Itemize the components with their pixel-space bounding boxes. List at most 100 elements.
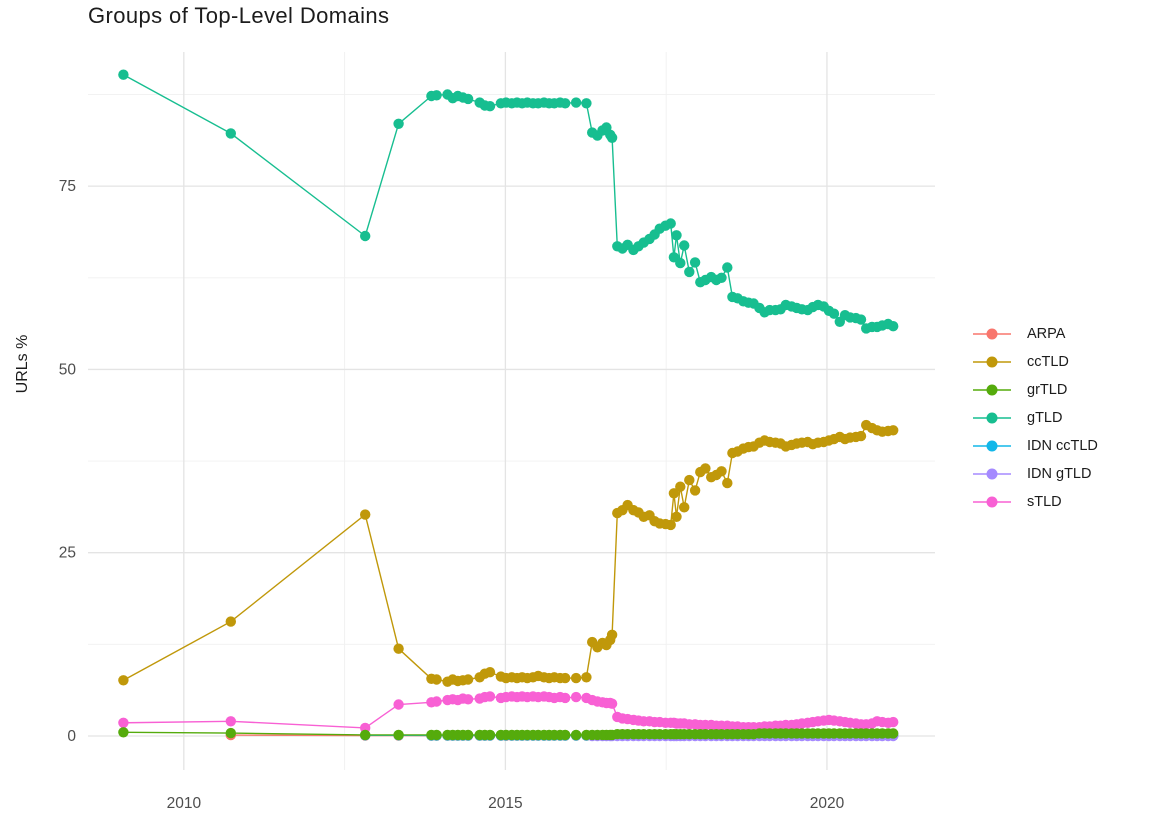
- data-point: [431, 674, 442, 685]
- series-line-gtld: [123, 74, 894, 330]
- data-point: [462, 674, 474, 685]
- data-point: [484, 667, 496, 678]
- data-point: [684, 474, 695, 486]
- data-point: [855, 430, 867, 442]
- data-point: [484, 691, 496, 702]
- y-tick-label: 75: [59, 178, 76, 195]
- legend-item-label: IDN ccTLD: [1027, 438, 1098, 454]
- data-point: [560, 692, 571, 704]
- data-point: [484, 729, 496, 741]
- x-tick-label: 2020: [810, 795, 845, 812]
- data-point: [888, 716, 899, 728]
- data-point: [570, 672, 582, 684]
- data-point: [560, 729, 571, 741]
- data-point: [360, 509, 371, 520]
- data-point: [679, 240, 690, 251]
- legend-item-label: sTLD: [1027, 494, 1062, 510]
- legend-key-idn-gtld-icon: [973, 468, 1011, 480]
- data-point: [118, 717, 129, 728]
- data-point: [560, 672, 571, 684]
- legend-key-gtld-icon: [973, 412, 1011, 424]
- data-point: [581, 98, 592, 109]
- chart-title: Groups of Top-Level Domains: [88, 3, 390, 28]
- axis-tick-labels: 0 25 50 75 2010 2015 2020: [59, 178, 845, 812]
- legend-item-gtld: gTLD: [972, 404, 1098, 432]
- data-point: [431, 696, 442, 707]
- legend-item-idn-cctld: IDN ccTLD: [972, 432, 1098, 460]
- legend-item-label: ccTLD: [1027, 354, 1069, 370]
- data-point: [431, 90, 442, 101]
- data-point: [722, 477, 733, 489]
- data-point: [484, 101, 496, 112]
- data-point: [722, 262, 733, 273]
- legend-item-label: ARPA: [1027, 326, 1066, 342]
- data-point: [462, 93, 474, 105]
- data-point: [606, 698, 618, 709]
- data-point: [118, 727, 129, 738]
- data-point: [560, 98, 571, 109]
- x-tick-label: 2015: [488, 795, 522, 812]
- data-point: [888, 425, 899, 436]
- legend-item-label: gTLD: [1027, 410, 1063, 426]
- y-tick-label: 0: [67, 728, 76, 745]
- data-point: [570, 691, 582, 703]
- data-point: [462, 694, 474, 705]
- data-point: [828, 308, 840, 319]
- data-point: [462, 729, 474, 741]
- series-line-cctld: [123, 424, 894, 683]
- data-point: [393, 699, 404, 710]
- data-point: [888, 321, 899, 332]
- data-point: [581, 672, 592, 683]
- gridlines: [88, 52, 935, 770]
- series-gtld: [118, 69, 899, 334]
- data-point: [431, 729, 442, 741]
- series-grtld: [118, 727, 899, 741]
- legend-item-stld: sTLD: [972, 488, 1098, 516]
- data-point: [570, 729, 582, 741]
- data-point: [393, 118, 404, 129]
- data-point: [716, 272, 727, 283]
- data-point: [118, 675, 129, 686]
- data-point: [225, 727, 236, 739]
- data-point: [671, 230, 682, 241]
- y-tick-label: 50: [59, 361, 77, 378]
- legend-item-label: grTLD: [1027, 382, 1068, 398]
- legend-item-arpa: ARPA: [972, 320, 1098, 348]
- data-point: [606, 132, 618, 143]
- data-point: [668, 488, 680, 499]
- y-tick-label: 25: [59, 545, 76, 562]
- data-point: [675, 257, 686, 269]
- data-point: [855, 314, 867, 325]
- legend-item-cctld: ccTLD: [972, 348, 1098, 376]
- legend-key-cctld-icon: [973, 356, 1011, 368]
- legend-key-grtld-icon: [973, 384, 1011, 396]
- series-stld: [118, 691, 899, 734]
- legend-key-arpa-icon: [973, 328, 1011, 340]
- data-point: [700, 463, 711, 474]
- data-point: [665, 218, 676, 229]
- data-point: [225, 616, 236, 627]
- data-point: [888, 728, 899, 739]
- data-point: [684, 266, 695, 278]
- legend-key-stld-icon: [973, 496, 1011, 508]
- data-point: [360, 729, 371, 741]
- data-point: [225, 716, 236, 727]
- data-point: [689, 485, 701, 496]
- data-point: [671, 511, 682, 522]
- x-tick-label: 2010: [167, 795, 202, 812]
- legend-key-idn-cctld-icon: [973, 440, 1011, 452]
- legend-item-label: IDN gTLD: [1027, 466, 1092, 482]
- data-point: [675, 481, 686, 492]
- data-point: [665, 519, 676, 531]
- data-point: [689, 257, 701, 268]
- data-point: [679, 502, 690, 513]
- data-point: [393, 643, 404, 654]
- legend-item-idn-gtld: IDN gTLD: [972, 460, 1098, 488]
- data-point: [606, 629, 618, 640]
- legend: ARPA ccTLD grTLD gTLD IDN ccTLD IDN gTLD sTLD: [972, 320, 1098, 516]
- data-point: [118, 69, 129, 80]
- series-cctld: [118, 419, 899, 687]
- data-point: [360, 230, 371, 242]
